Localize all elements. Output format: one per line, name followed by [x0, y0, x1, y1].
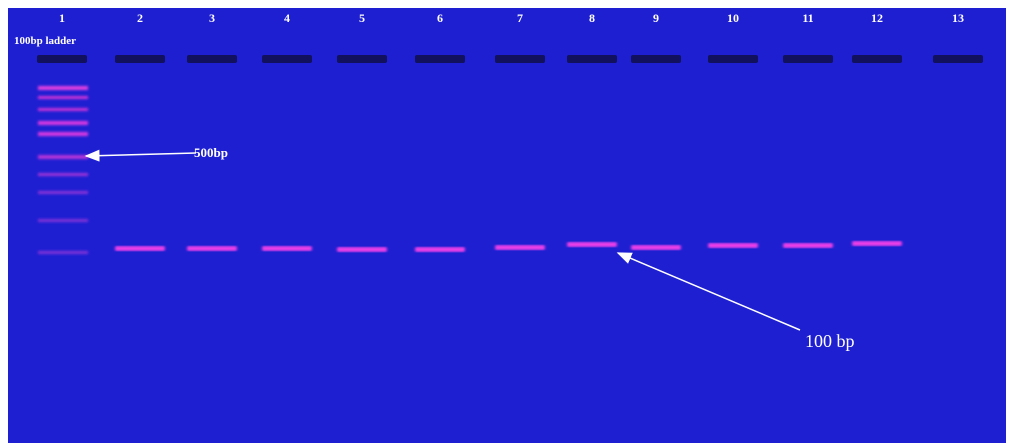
- band: [115, 246, 165, 251]
- gel-shade: [8, 8, 1006, 443]
- lane-number: 10: [727, 11, 739, 25]
- lane-number: 12: [871, 11, 883, 25]
- lane-number: 3: [209, 11, 215, 25]
- band: [187, 246, 237, 251]
- well: [262, 55, 312, 63]
- lane-number: 1: [59, 11, 65, 25]
- well: [495, 55, 545, 63]
- well: [37, 55, 87, 63]
- lane-number: 11: [802, 11, 813, 25]
- ladder-label: 100bp ladder: [14, 35, 76, 47]
- band: [495, 245, 545, 250]
- lane-number: 13: [952, 11, 964, 25]
- gel-image: 12345678910111213 100bp ladder 500bp 100…: [0, 0, 1017, 443]
- band: [567, 242, 617, 247]
- well: [337, 55, 387, 63]
- band: [783, 243, 833, 248]
- band: [852, 241, 902, 246]
- lane-number: 6: [437, 11, 443, 25]
- band: [708, 243, 758, 248]
- well: [115, 55, 165, 63]
- lane-number: 5: [359, 11, 365, 25]
- well: [415, 55, 465, 63]
- well: [187, 55, 237, 63]
- band: [262, 246, 312, 251]
- well: [852, 55, 902, 63]
- band: [415, 247, 465, 252]
- well: [783, 55, 833, 63]
- annotation-100: 100 bp: [805, 331, 855, 351]
- page: 12345678910111213 100bp ladder 500bp 100…: [0, 0, 1017, 443]
- band: [337, 247, 387, 252]
- band: [631, 245, 681, 250]
- lane-number: 7: [517, 11, 523, 25]
- well: [567, 55, 617, 63]
- well: [708, 55, 758, 63]
- annotation-500: 500bp: [194, 145, 228, 160]
- lane-number: 8: [589, 11, 595, 25]
- well: [933, 55, 983, 63]
- lane-number: 2: [137, 11, 143, 25]
- lane-number: 4: [284, 11, 290, 25]
- lane-number: 9: [653, 11, 659, 25]
- well: [631, 55, 681, 63]
